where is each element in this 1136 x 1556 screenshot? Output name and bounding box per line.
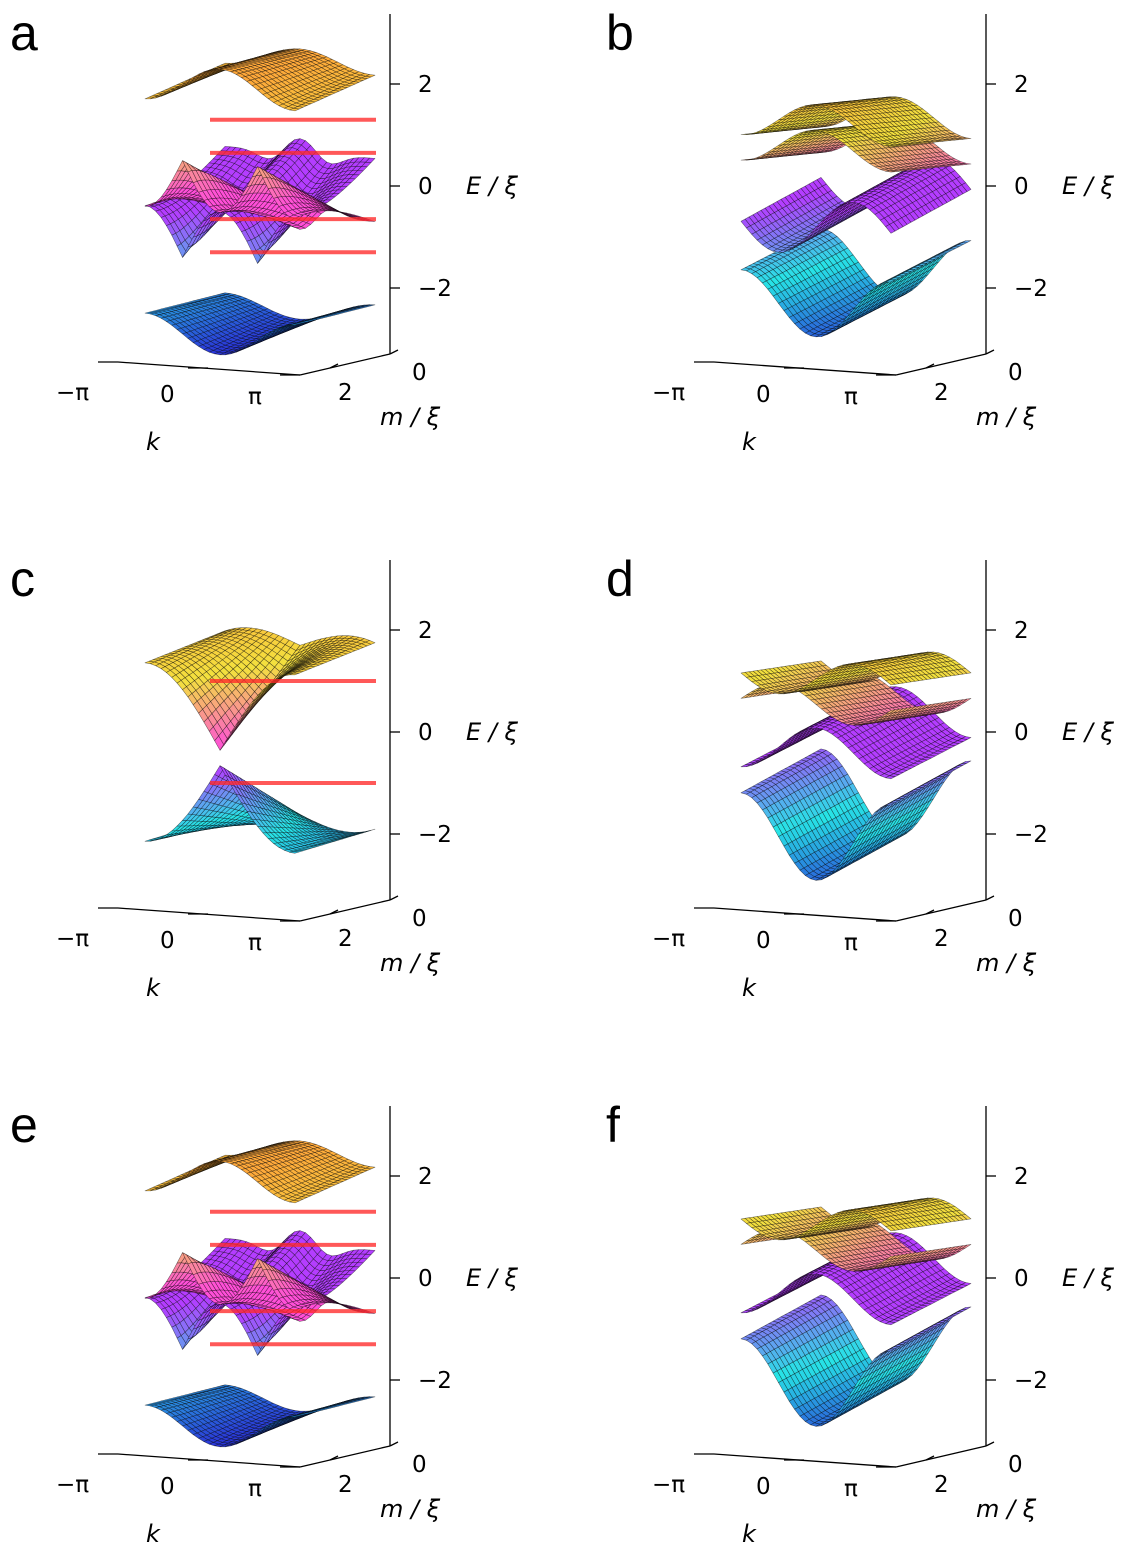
momentum-tick-label: 0 [160, 928, 175, 954]
momentum-tick-label: −π [56, 926, 89, 952]
mass-tick [985, 349, 995, 355]
band-surface-3 [740, 158, 972, 253]
energy-axis-title: E / ξ [466, 172, 519, 200]
panel-a: a 2 0 −2 E / ξ −π 0 π k 0 2 m / ξ [10, 5, 519, 456]
energy-tick-label: 0 [1014, 174, 1029, 200]
energy-tick-label: 2 [1014, 72, 1029, 98]
panel-b: b 2 0 −2 E / ξ −π 0 π k 0 2 m / ξ [606, 5, 1115, 456]
mass-axis-title: m / ξ [976, 403, 1037, 431]
energy-axis-title: E / ξ [466, 718, 519, 746]
mass-tick-label: 0 [412, 360, 427, 386]
mass-tick [329, 363, 339, 369]
momentum-tick-label: −π [56, 380, 89, 406]
mass-tick [389, 349, 399, 355]
panel-label-c: c [10, 551, 35, 607]
momentum-tick-label: 0 [756, 382, 771, 408]
energy-tick-label: −2 [418, 276, 452, 302]
energy-tick-label: 0 [418, 720, 433, 746]
energy-tick-label: 2 [418, 618, 433, 644]
energy-tick-label: −2 [418, 822, 452, 848]
momentum-axis [117, 907, 301, 922]
band-surface-4 [144, 292, 376, 356]
momentum-tick-label: π [248, 384, 262, 410]
mass-tick-label: 2 [338, 926, 353, 952]
momentum-tick-label: −π [652, 380, 685, 406]
momentum-axis [713, 361, 897, 376]
panel-c: c 2 0 −2 E / ξ −π 0 π k 0 2 m / ξ [10, 551, 519, 1002]
energy-tick-label: 0 [418, 174, 433, 200]
mass-axis [299, 353, 391, 376]
momentum-tick-label: π [844, 384, 858, 410]
mass-tick-label: 0 [1008, 360, 1023, 386]
mass-axis [299, 899, 391, 922]
energy-axis-title: E / ξ [1062, 172, 1115, 200]
momentum-tick-label: 0 [160, 382, 175, 408]
momentum-axis-title: k [146, 428, 161, 456]
mass-tick-label: 0 [412, 906, 427, 932]
momentum-axis [117, 361, 301, 376]
mass-axis-title: m / ξ [380, 949, 441, 977]
mass-axis [895, 353, 987, 376]
mass-axis-title: m / ξ [380, 403, 441, 431]
panel-label-b: b [606, 5, 634, 61]
panel-label-a: a [10, 5, 38, 61]
momentum-axis-title: k [742, 428, 757, 456]
momentum-tick-label: π [248, 930, 262, 956]
momentum-axis-title: k [146, 974, 161, 1002]
mass-tick [389, 895, 399, 901]
energy-tick-label: −2 [1014, 276, 1048, 302]
energy-tick-label: 2 [418, 72, 433, 98]
mass-tick-label: 2 [934, 380, 949, 406]
band-surface-1 [144, 48, 376, 112]
band-surface-2 [144, 765, 376, 854]
mass-tick-label: 2 [338, 380, 353, 406]
